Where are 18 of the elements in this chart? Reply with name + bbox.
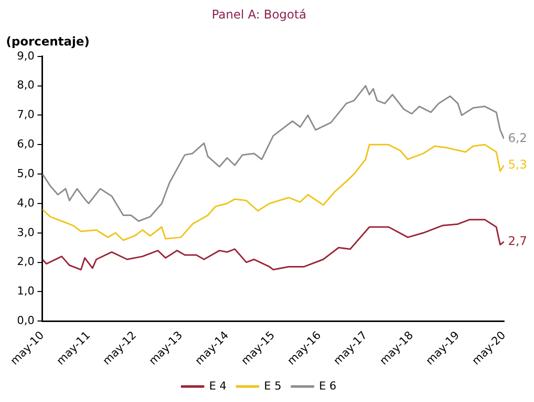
y-tick-label: 6,0 bbox=[16, 138, 34, 151]
y-tick-label: 2,0 bbox=[16, 255, 34, 268]
annotation: 6,2 bbox=[508, 130, 528, 145]
annotation: 5,3 bbox=[508, 157, 528, 172]
y-tick-label: 8,0 bbox=[16, 78, 34, 92]
chart-title: Panel A: Bogotá bbox=[212, 7, 306, 22]
y-tick-label: 9,0 bbox=[16, 49, 34, 62]
legend-label: E 6 bbox=[318, 379, 336, 392]
legend-label: E 5 bbox=[264, 379, 282, 392]
legend-label: E 4 bbox=[209, 379, 227, 392]
y-tick-label: 1,0 bbox=[16, 284, 34, 298]
y-tick-label: 7,0 bbox=[16, 108, 34, 122]
y-tick-label: 5,0 bbox=[16, 166, 34, 180]
annotation: 2,7 bbox=[508, 234, 528, 248]
y-tick-label: 3,0 bbox=[16, 226, 34, 239]
y-axis-title: (porcentaje) bbox=[6, 34, 90, 49]
y-tick-label: 4,0 bbox=[16, 196, 34, 210]
y-tick-label: 0,0 bbox=[16, 314, 34, 328]
